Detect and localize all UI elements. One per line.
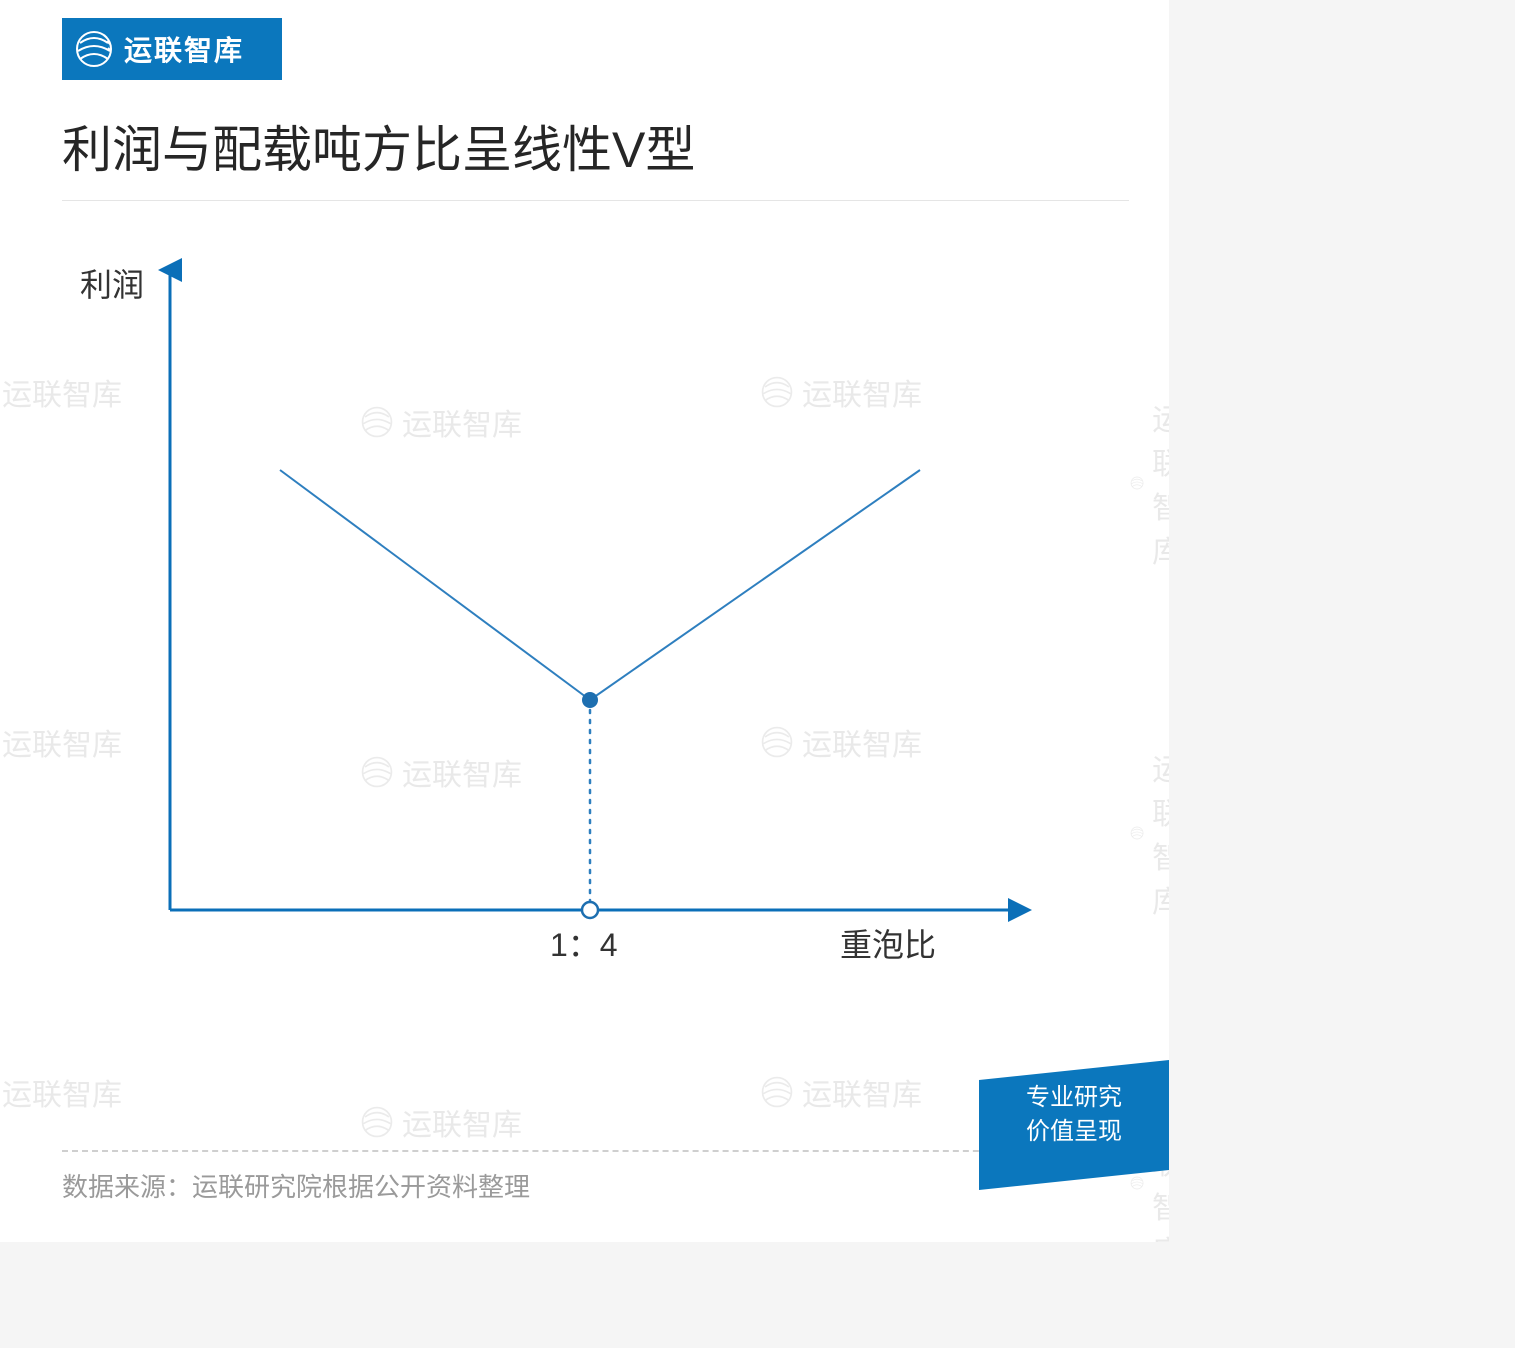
data-source-label: 数据来源：运联研究院根据公开资料整理 xyxy=(62,1167,530,1204)
brand-text: 运联智库 xyxy=(124,29,244,69)
corner-badge-line1: 专业研究 xyxy=(1026,1081,1122,1115)
watermark: 运联智库 xyxy=(0,1070,122,1114)
footer-divider xyxy=(62,1150,1129,1152)
x-axis-label: 重泡比 xyxy=(840,920,936,966)
brand-badge: 运联智库 xyxy=(62,18,282,80)
chart-area: 利润 重泡比 1：4 xyxy=(80,250,1060,1010)
y-axis-label: 利润 xyxy=(80,260,144,306)
x-tick-label: 1：4 xyxy=(550,920,618,966)
watermark: 运联智库 xyxy=(1130,745,1169,921)
corner-badge-line2: 价值呈现 xyxy=(1026,1115,1122,1149)
brand-globe-icon xyxy=(74,29,114,69)
v-chart-svg xyxy=(80,250,1060,970)
title-divider xyxy=(62,200,1129,201)
watermark: 运联智库 xyxy=(360,1100,522,1144)
watermark: 运联智库 xyxy=(1130,395,1169,571)
watermark: 运联智库 xyxy=(760,1070,922,1114)
corner-badge: 专业研究 价值呈现 xyxy=(979,1060,1169,1170)
chart-title: 利润与配载吨方比呈线性V型 xyxy=(62,110,695,182)
figure-canvas: 运联智库运联智库运联智库运联智库运联智库运联智库运联智库运联智库运联智库运联智库… xyxy=(0,0,1169,1242)
